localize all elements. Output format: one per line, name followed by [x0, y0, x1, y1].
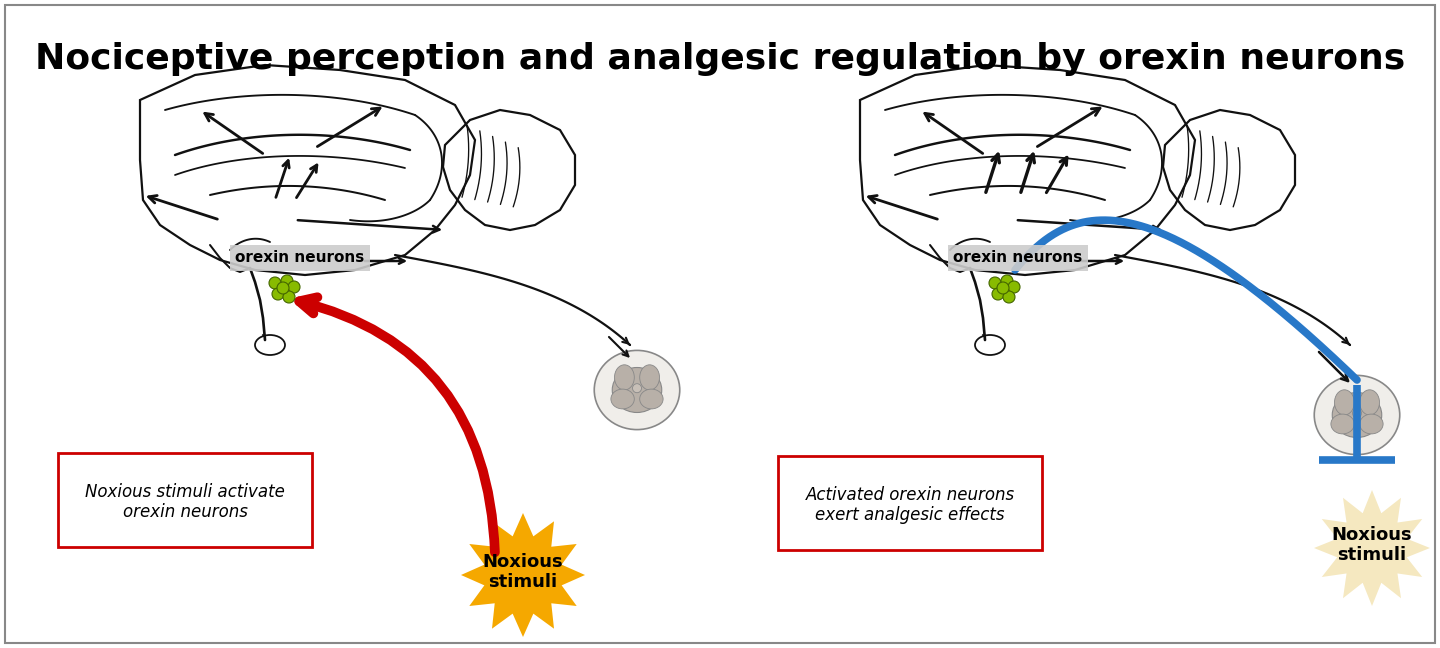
Text: Activated orexin neurons
exert analgesic effects: Activated orexin neurons exert analgesic… [805, 485, 1015, 524]
Circle shape [632, 384, 641, 393]
Ellipse shape [612, 367, 662, 413]
Circle shape [989, 277, 1001, 289]
Ellipse shape [639, 365, 660, 390]
Ellipse shape [1331, 414, 1354, 434]
Text: Noxious
stimuli: Noxious stimuli [1332, 526, 1413, 564]
Circle shape [281, 275, 292, 287]
Circle shape [276, 282, 289, 294]
Polygon shape [461, 513, 585, 637]
Circle shape [1004, 291, 1015, 303]
Ellipse shape [1359, 414, 1382, 434]
Ellipse shape [615, 365, 634, 390]
Ellipse shape [1359, 390, 1380, 415]
Ellipse shape [1335, 390, 1354, 415]
Text: orexin neurons: orexin neurons [953, 251, 1083, 266]
Polygon shape [1315, 490, 1430, 606]
FancyBboxPatch shape [58, 453, 312, 547]
Text: Noxious stimuli activate
orexin neurons: Noxious stimuli activate orexin neurons [85, 483, 285, 522]
Circle shape [272, 288, 284, 300]
Circle shape [284, 291, 295, 303]
Ellipse shape [1332, 393, 1382, 437]
Text: orexin neurons: orexin neurons [235, 251, 364, 266]
Circle shape [269, 277, 281, 289]
Ellipse shape [611, 389, 634, 409]
Ellipse shape [639, 389, 662, 409]
Circle shape [1008, 281, 1020, 293]
Text: Nociceptive perception and analgesic regulation by orexin neurons: Nociceptive perception and analgesic reg… [35, 42, 1405, 76]
Ellipse shape [1315, 375, 1400, 455]
Circle shape [288, 281, 300, 293]
FancyBboxPatch shape [778, 456, 1043, 550]
Ellipse shape [595, 351, 680, 430]
Circle shape [992, 288, 1004, 300]
Text: Noxious
stimuli: Noxious stimuli [482, 553, 563, 592]
Circle shape [1352, 409, 1361, 418]
Circle shape [996, 282, 1009, 294]
Circle shape [1001, 275, 1012, 287]
